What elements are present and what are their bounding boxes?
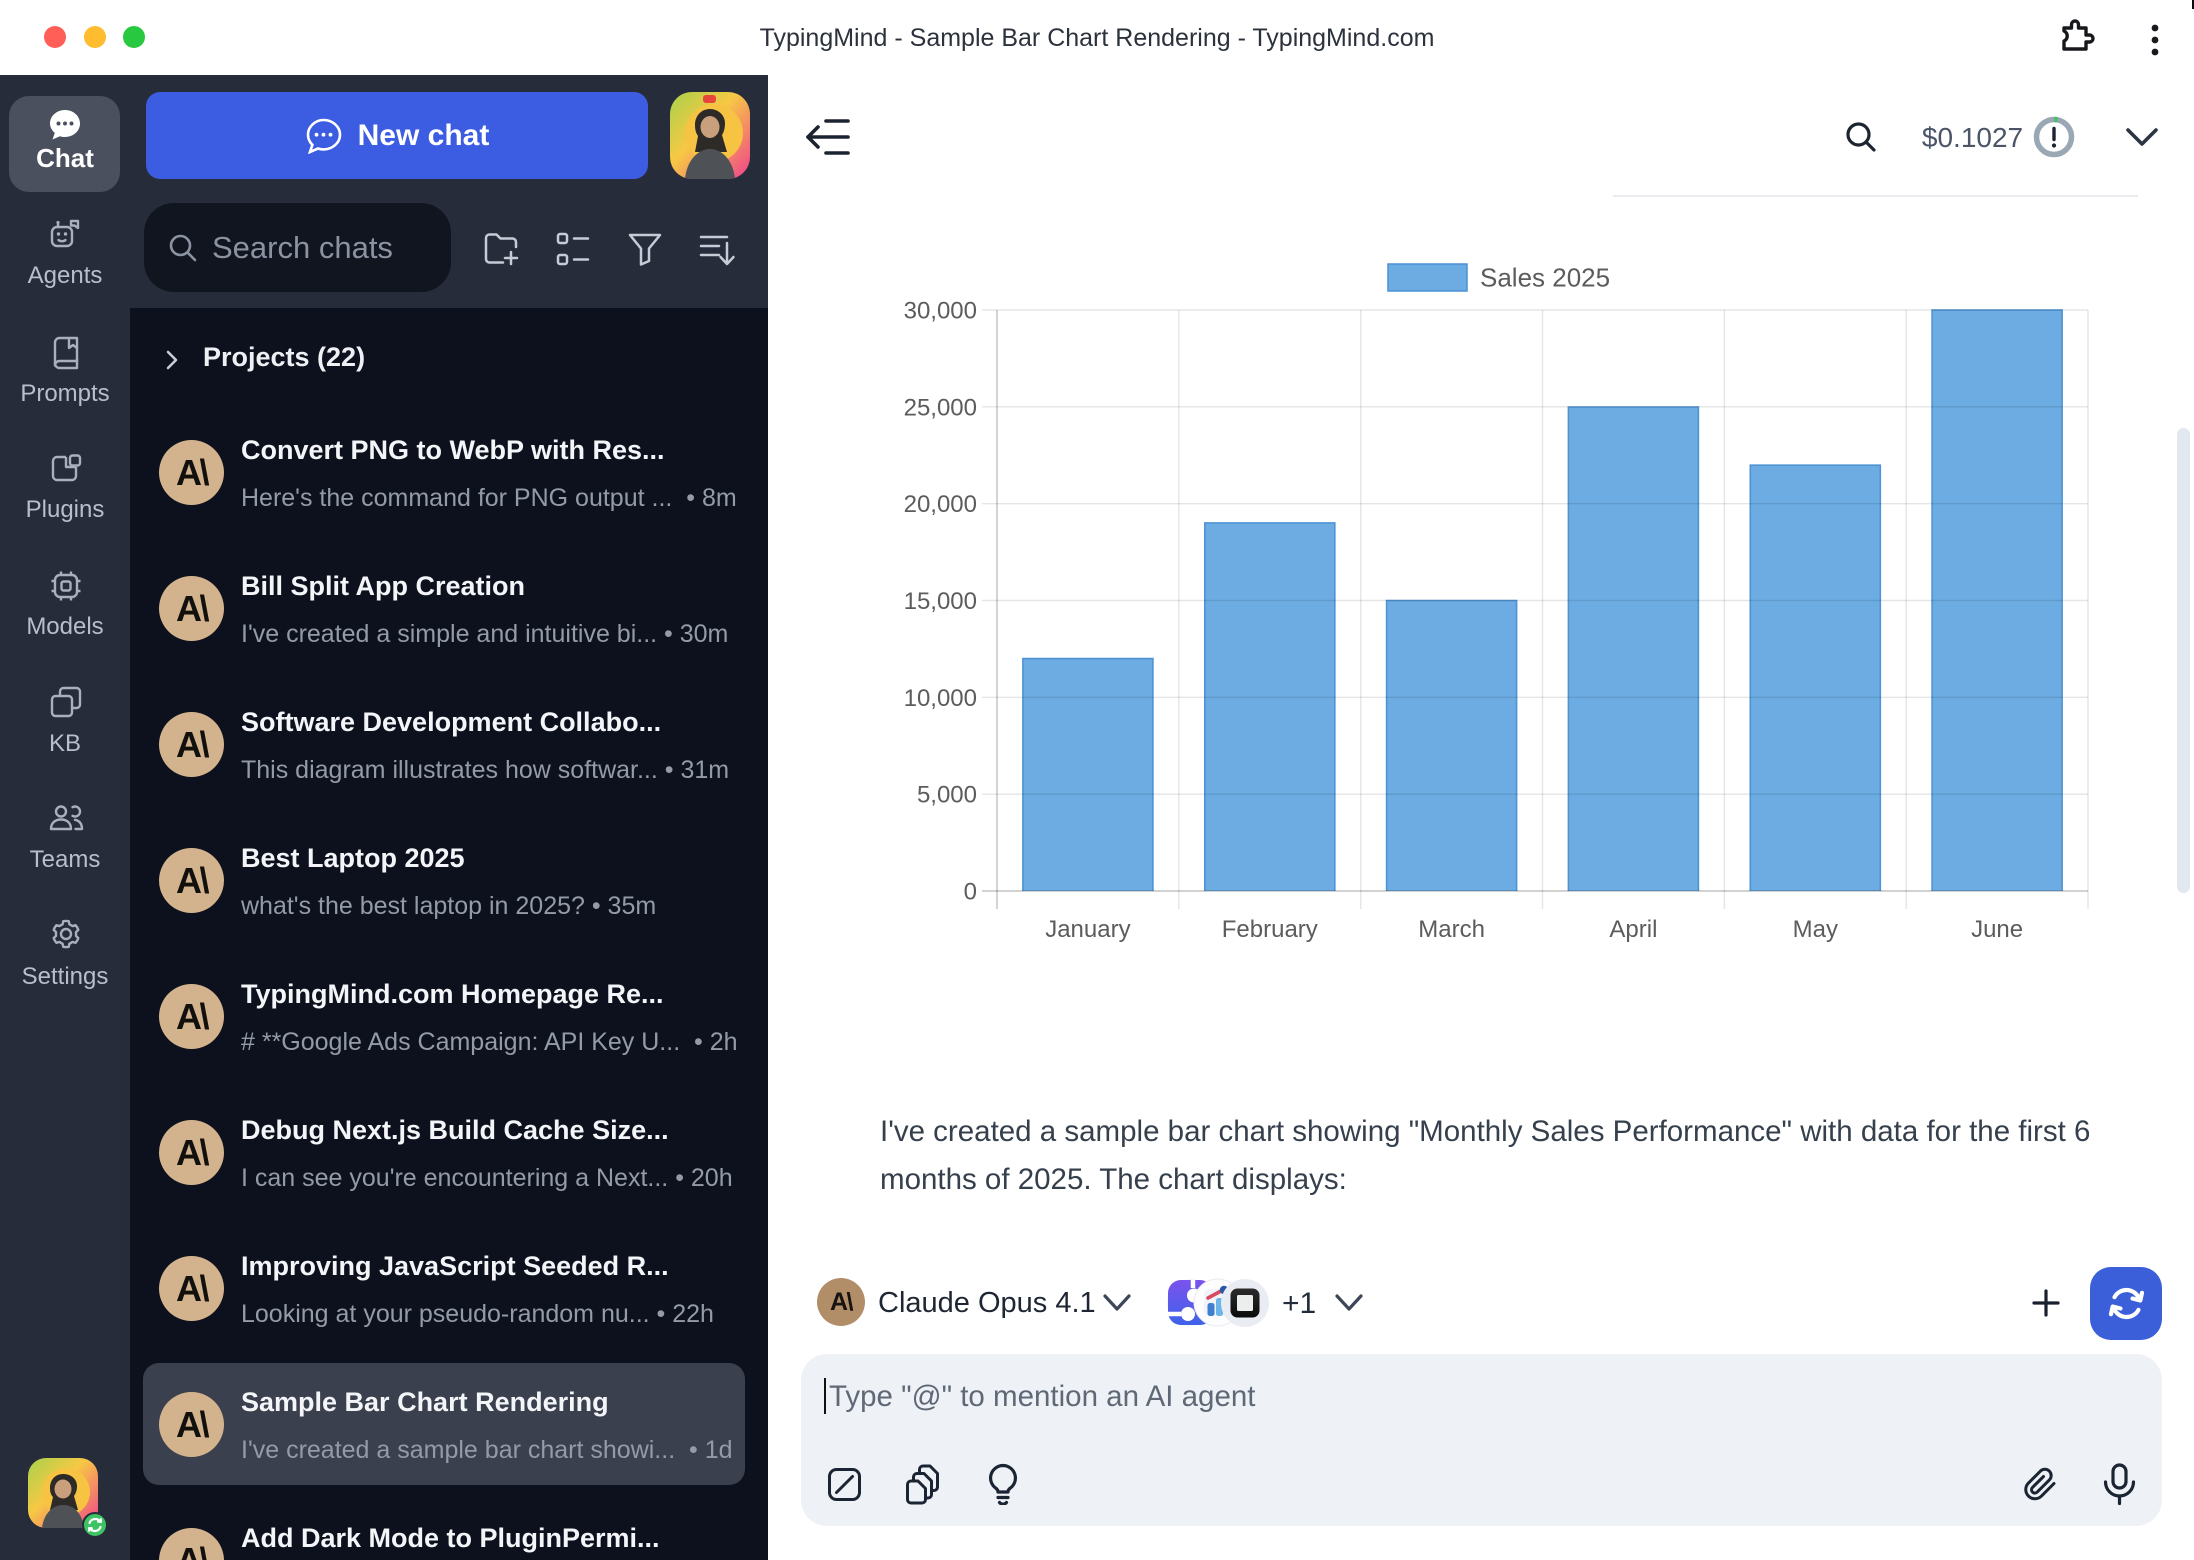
- svg-text:Sales 2025: Sales 2025: [1480, 263, 1610, 293]
- svg-text:30,000: 30,000: [904, 298, 977, 325]
- svg-text:May: May: [1793, 916, 1838, 943]
- svg-text:April: April: [1609, 916, 1657, 943]
- svg-text:25,000: 25,000: [904, 394, 977, 421]
- svg-text:20,000: 20,000: [904, 491, 977, 518]
- svg-text:0: 0: [964, 879, 977, 906]
- svg-text:January: January: [1045, 916, 1130, 943]
- svg-text:June: June: [1971, 916, 2023, 943]
- svg-text:February: February: [1222, 916, 1318, 943]
- svg-text:10,000: 10,000: [904, 685, 977, 712]
- svg-text:5,000: 5,000: [917, 782, 977, 809]
- svg-text:15,000: 15,000: [904, 588, 977, 615]
- svg-text:March: March: [1418, 916, 1485, 943]
